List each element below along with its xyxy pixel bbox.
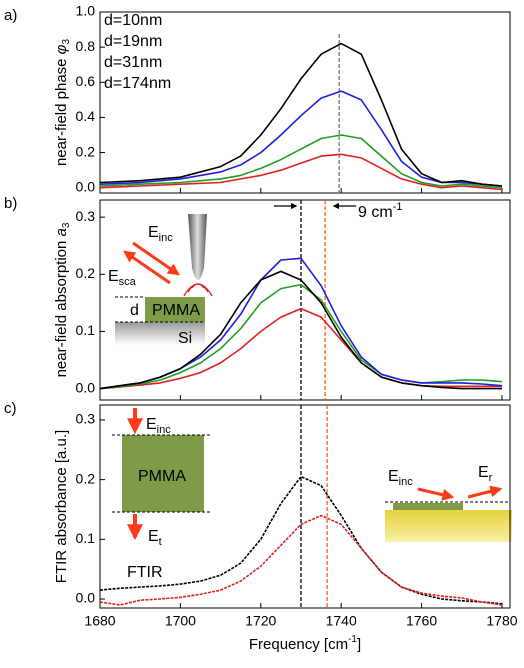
y-axis-label-text: near-field phase (53, 54, 70, 166)
series-line (99, 153, 503, 191)
inset-afm (115, 202, 356, 345)
annotation: PMMA (138, 468, 186, 485)
annotation-text: E (478, 464, 489, 481)
annotation-sub: inc (399, 476, 414, 488)
y-axis-label: near-field phase φ3 (53, 39, 72, 167)
plot-frame (99, 404, 511, 609)
annotation: Si (178, 330, 192, 347)
y-axis-label-symbol: φ (53, 44, 70, 54)
annotation: PMMA (152, 302, 200, 319)
series-line (99, 475, 503, 605)
x-axis-label-text: Frequency [cm (249, 636, 348, 653)
y-tick-label: 0.3 (76, 208, 96, 224)
y-tick-label: 1.0 (76, 3, 96, 19)
annotation-text: Si (178, 330, 192, 347)
y-tick-label: 0.3 (76, 411, 96, 427)
y-tick-label: 0.2 (76, 470, 96, 486)
annotation-sub: sca (119, 276, 137, 288)
annotation-sub: inc (159, 232, 174, 244)
annotation-text: E (148, 224, 159, 241)
y-tick-label: 0.4 (76, 108, 96, 124)
annotation: Et (148, 528, 162, 548)
y-tick-label: 0.2 (76, 265, 96, 281)
inset-ftir (112, 408, 512, 542)
series-line (99, 42, 503, 187)
annotation: FTIR (127, 564, 163, 581)
annotation-sub: t (159, 536, 162, 548)
y-tick-label: 0.6 (76, 73, 96, 89)
annotation: 9 cm-1 (358, 201, 402, 221)
annotation-sub: inc (157, 424, 172, 436)
annotation: Einc (148, 224, 173, 244)
series-line (99, 90, 503, 187)
y-tick-label: 0.1 (76, 530, 96, 546)
x-tick-label: 1680 (84, 613, 115, 629)
panel-label: c) (4, 400, 17, 417)
y-tick-label: 0.8 (76, 38, 96, 54)
annotation-text: 9 cm (358, 204, 393, 221)
series-line (99, 270, 502, 390)
y-tick-label: 0.0 (76, 178, 96, 194)
annotation: d (130, 302, 139, 319)
series-line (99, 134, 503, 189)
x-tick-label: 1700 (165, 613, 196, 629)
annotation-sub: r (489, 472, 493, 484)
annotation: Einc (388, 468, 413, 488)
panel-label: a) (4, 7, 17, 24)
y-tick-label: 0.2 (76, 143, 96, 159)
legend-entry: d=31nm (104, 54, 162, 71)
annotation: Einc (146, 416, 171, 436)
x-axis-label-end: ] (357, 636, 361, 653)
y-axis-label: FTIR absorbance [a.u.] (53, 430, 70, 583)
x-tick-label: 1740 (326, 613, 357, 629)
y-tick-label: 0.1 (76, 322, 96, 338)
x-axis-label-sup: -1 (348, 634, 357, 645)
annotation-text: E (146, 416, 157, 433)
x-tick-label: 1720 (245, 613, 276, 629)
annotation-text: PMMA (138, 468, 186, 485)
y-tick-label: 0.0 (76, 379, 96, 395)
annotation-text: d (130, 302, 139, 319)
y-axis-label: near-field absorption a3 (53, 222, 72, 377)
annotation-text: E (148, 528, 159, 545)
panel-label: b) (4, 195, 17, 212)
y-axis-label-sub: 3 (61, 39, 72, 45)
annotation-text: FTIR (127, 564, 163, 581)
plot-frame (99, 199, 511, 401)
legend-entry: d=10nm (104, 12, 162, 29)
plot-frame (99, 11, 511, 194)
legend-entry: d=174nm (104, 75, 171, 92)
x-tick-label: 1780 (486, 613, 517, 629)
y-axis-label-sub: 3 (61, 222, 72, 228)
annotation: Er (478, 464, 493, 484)
legend-entry: d=19nm (104, 33, 162, 50)
y-axis-label-text: near-field absorption (53, 236, 70, 377)
annotation: Esca (108, 268, 137, 288)
series-line (99, 514, 503, 606)
annotation-text: PMMA (152, 302, 200, 319)
annotation-text: E (388, 468, 399, 485)
x-tick-label: 1760 (406, 613, 437, 629)
y-axis-label-text: FTIR absorbance [a.u.] (53, 430, 70, 583)
y-axis-label-symbol: a (53, 228, 70, 236)
x-axis-label: Frequency [cm-1] (249, 634, 361, 653)
annotation-sup: -1 (393, 201, 403, 213)
y-tick-label: 0.0 (76, 590, 96, 606)
annotation-text: E (108, 268, 119, 285)
